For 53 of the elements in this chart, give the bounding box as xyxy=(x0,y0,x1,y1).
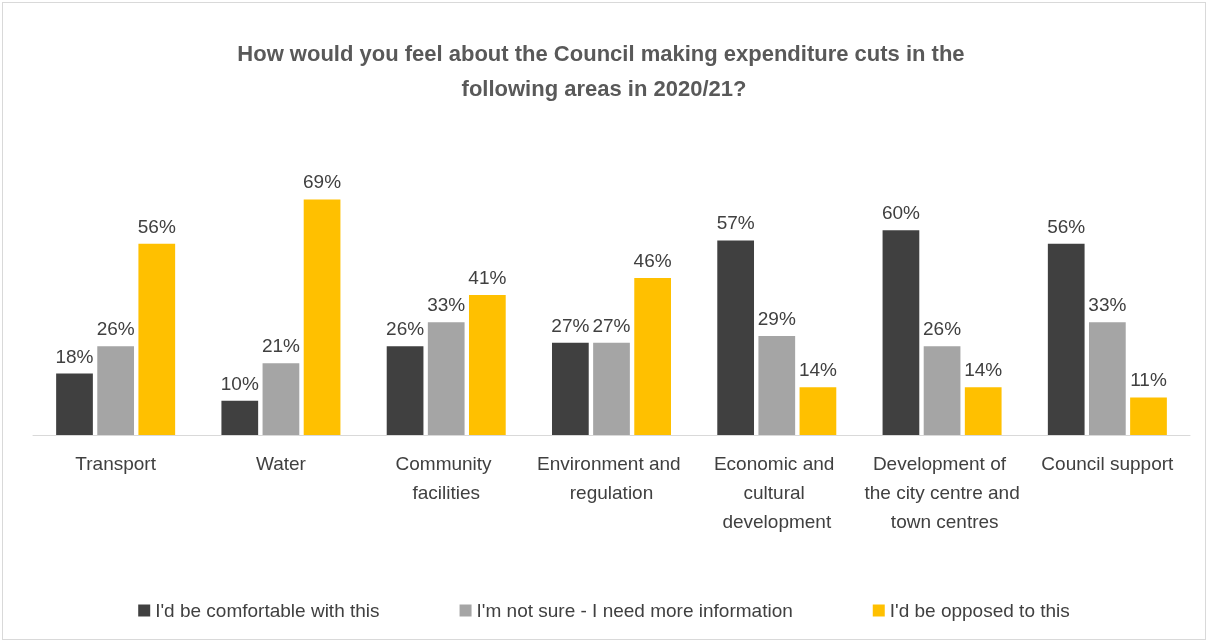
x-tick-label: Transport xyxy=(75,453,157,474)
data-label: 10% xyxy=(220,372,259,394)
bar xyxy=(303,199,341,435)
bar xyxy=(1130,397,1167,435)
bar xyxy=(799,387,837,435)
data-label: 26% xyxy=(386,318,425,340)
legend-label: I'd be opposed to this xyxy=(889,600,1070,621)
bar xyxy=(97,346,135,435)
data-label: 41% xyxy=(468,267,507,289)
data-label: 33% xyxy=(1088,294,1127,316)
bar xyxy=(427,322,465,435)
bar xyxy=(964,387,1002,435)
data-label: 60% xyxy=(881,202,921,224)
bar xyxy=(552,342,589,435)
data-label: 14% xyxy=(964,359,1003,381)
bar xyxy=(138,243,176,435)
bar xyxy=(221,400,259,435)
data-label: 46% xyxy=(633,249,672,271)
x-tick-label: Council support xyxy=(1041,453,1175,474)
bar xyxy=(56,373,93,435)
bar xyxy=(634,277,671,435)
data-label: 18% xyxy=(55,345,94,367)
data-label: 57% xyxy=(716,212,755,234)
x-tick-label: Water xyxy=(255,453,307,474)
bar xyxy=(717,240,755,435)
bar xyxy=(262,363,300,435)
x-tick-label: Economic and cultural development xyxy=(713,453,840,532)
data-label: 11% xyxy=(1130,369,1167,391)
data-label: 21% xyxy=(261,335,301,357)
legend-label: I'd be comfortable with this xyxy=(155,600,380,621)
x-tick-label: Development of the city centre and town centres xyxy=(864,453,1020,532)
x-tick-label: Environment and regulation xyxy=(537,453,686,503)
data-label: 14% xyxy=(798,359,838,381)
bar xyxy=(593,342,630,435)
x-tick-label: Community facilities xyxy=(395,453,497,503)
legend-label: I'm not sure - I need more information xyxy=(476,600,793,621)
bar xyxy=(1047,243,1085,435)
bar xyxy=(882,230,920,435)
bar xyxy=(1088,322,1126,435)
bar xyxy=(923,346,961,435)
data-label: 26% xyxy=(923,318,962,340)
bar xyxy=(758,335,796,435)
data-label: 33% xyxy=(427,294,466,316)
data-label: 26% xyxy=(96,318,135,340)
data-label: 69% xyxy=(303,171,342,193)
data-label: 56% xyxy=(137,215,176,237)
data-label: 27% xyxy=(551,314,590,336)
bar xyxy=(386,346,424,435)
data-label: 27% xyxy=(592,314,631,336)
bar xyxy=(468,295,506,435)
chart-title: How would you feel about the Council making expenditure cuts in the following areas in 2020/21? xyxy=(237,41,971,101)
data-label: 56% xyxy=(1047,215,1086,237)
data-label: 29% xyxy=(757,307,796,329)
